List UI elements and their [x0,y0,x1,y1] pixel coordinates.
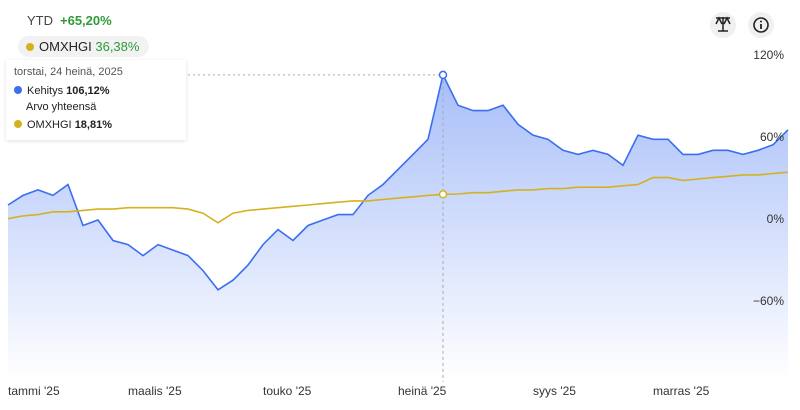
x-tick-label: syys '25 [533,384,576,398]
area [8,74,788,381]
x-tick-label: marras '25 [653,384,710,398]
compare-icon[interactable] [710,12,736,38]
hover-point [438,190,448,199]
tooltip-series: OMXHGI [27,119,72,131]
tooltip-value: 106,12% [66,85,110,97]
benchmark-change: 36,38% [95,39,140,54]
y-tick-label: 120% [753,48,784,62]
tooltip-date: torstai, 24 heinä, 2025 [14,66,123,78]
x-tick-label: touko '25 [263,384,312,398]
tooltip-value: 18,81% [74,119,112,131]
plot: 120% 60% 0% −60% tammi '25 maalis '25 touko '2… [7,48,789,398]
tooltip-series: Kehitys [27,85,64,97]
change: +65,20% [60,13,112,28]
x-tick-label: maalis '25 [128,384,182,398]
y-tick-label: 0% [767,212,785,226]
info-icon[interactable] [748,12,774,38]
benchmark-name: OMXHGI [39,39,92,54]
x-tick-label: heinä '25 [398,384,447,398]
benchmark-chip[interactable]: OMXHGI 36,38% [18,36,150,57]
y-tick-label: −60% [753,294,784,308]
hover-point [438,70,448,80]
y-tick-label: 60% [760,130,784,144]
tooltip-subtitle: Arvo yhteensä [26,101,97,113]
x-tick-label: tammi '25 [8,384,60,398]
line [7,171,789,224]
period: YTD [27,13,53,28]
tooltip: torstai, 24 heinä, 2025 Kehitys 106,12% … [6,60,186,140]
line [7,72,789,291]
